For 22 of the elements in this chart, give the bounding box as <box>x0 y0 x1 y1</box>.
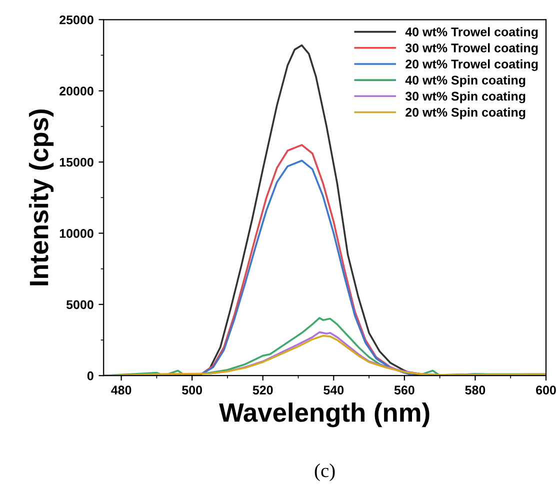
x-tick-label: 600 <box>536 386 556 395</box>
x-tick-label: 560 <box>394 386 414 395</box>
x-tick-label: 500 <box>182 386 202 395</box>
y-tick-label: 5000 <box>66 300 94 310</box>
legend-label: 40 wt% Spin coating <box>405 75 526 88</box>
x-tick-label: 480 <box>111 386 132 395</box>
x-tick-label: 580 <box>465 386 486 395</box>
y-tick-label: 20000 <box>60 86 94 96</box>
x-tick-label: 540 <box>324 386 344 395</box>
y-tick-label: 25000 <box>60 15 94 24</box>
legend-label: 20 wt% Spin coating <box>406 108 526 120</box>
x-axis-title: Wavelength (nm) <box>219 402 430 428</box>
x-tick-label: 520 <box>252 386 273 395</box>
legend-label: 20 wt% Trowel coating <box>406 59 538 72</box>
y-axis-title: Intensity (cps) <box>28 109 54 286</box>
y-tick-label: 10000 <box>60 229 94 238</box>
legend-label: 30 wt% Trowel coating <box>405 43 538 55</box>
y-tick-label: 15000 <box>60 158 94 167</box>
text: (c) <box>314 464 335 482</box>
y-tick-label: 0 <box>87 371 94 380</box>
legend-label: 30 wt% Spin coating <box>405 91 526 104</box>
legend-label: 40 wt% Trowel coating <box>405 27 538 39</box>
